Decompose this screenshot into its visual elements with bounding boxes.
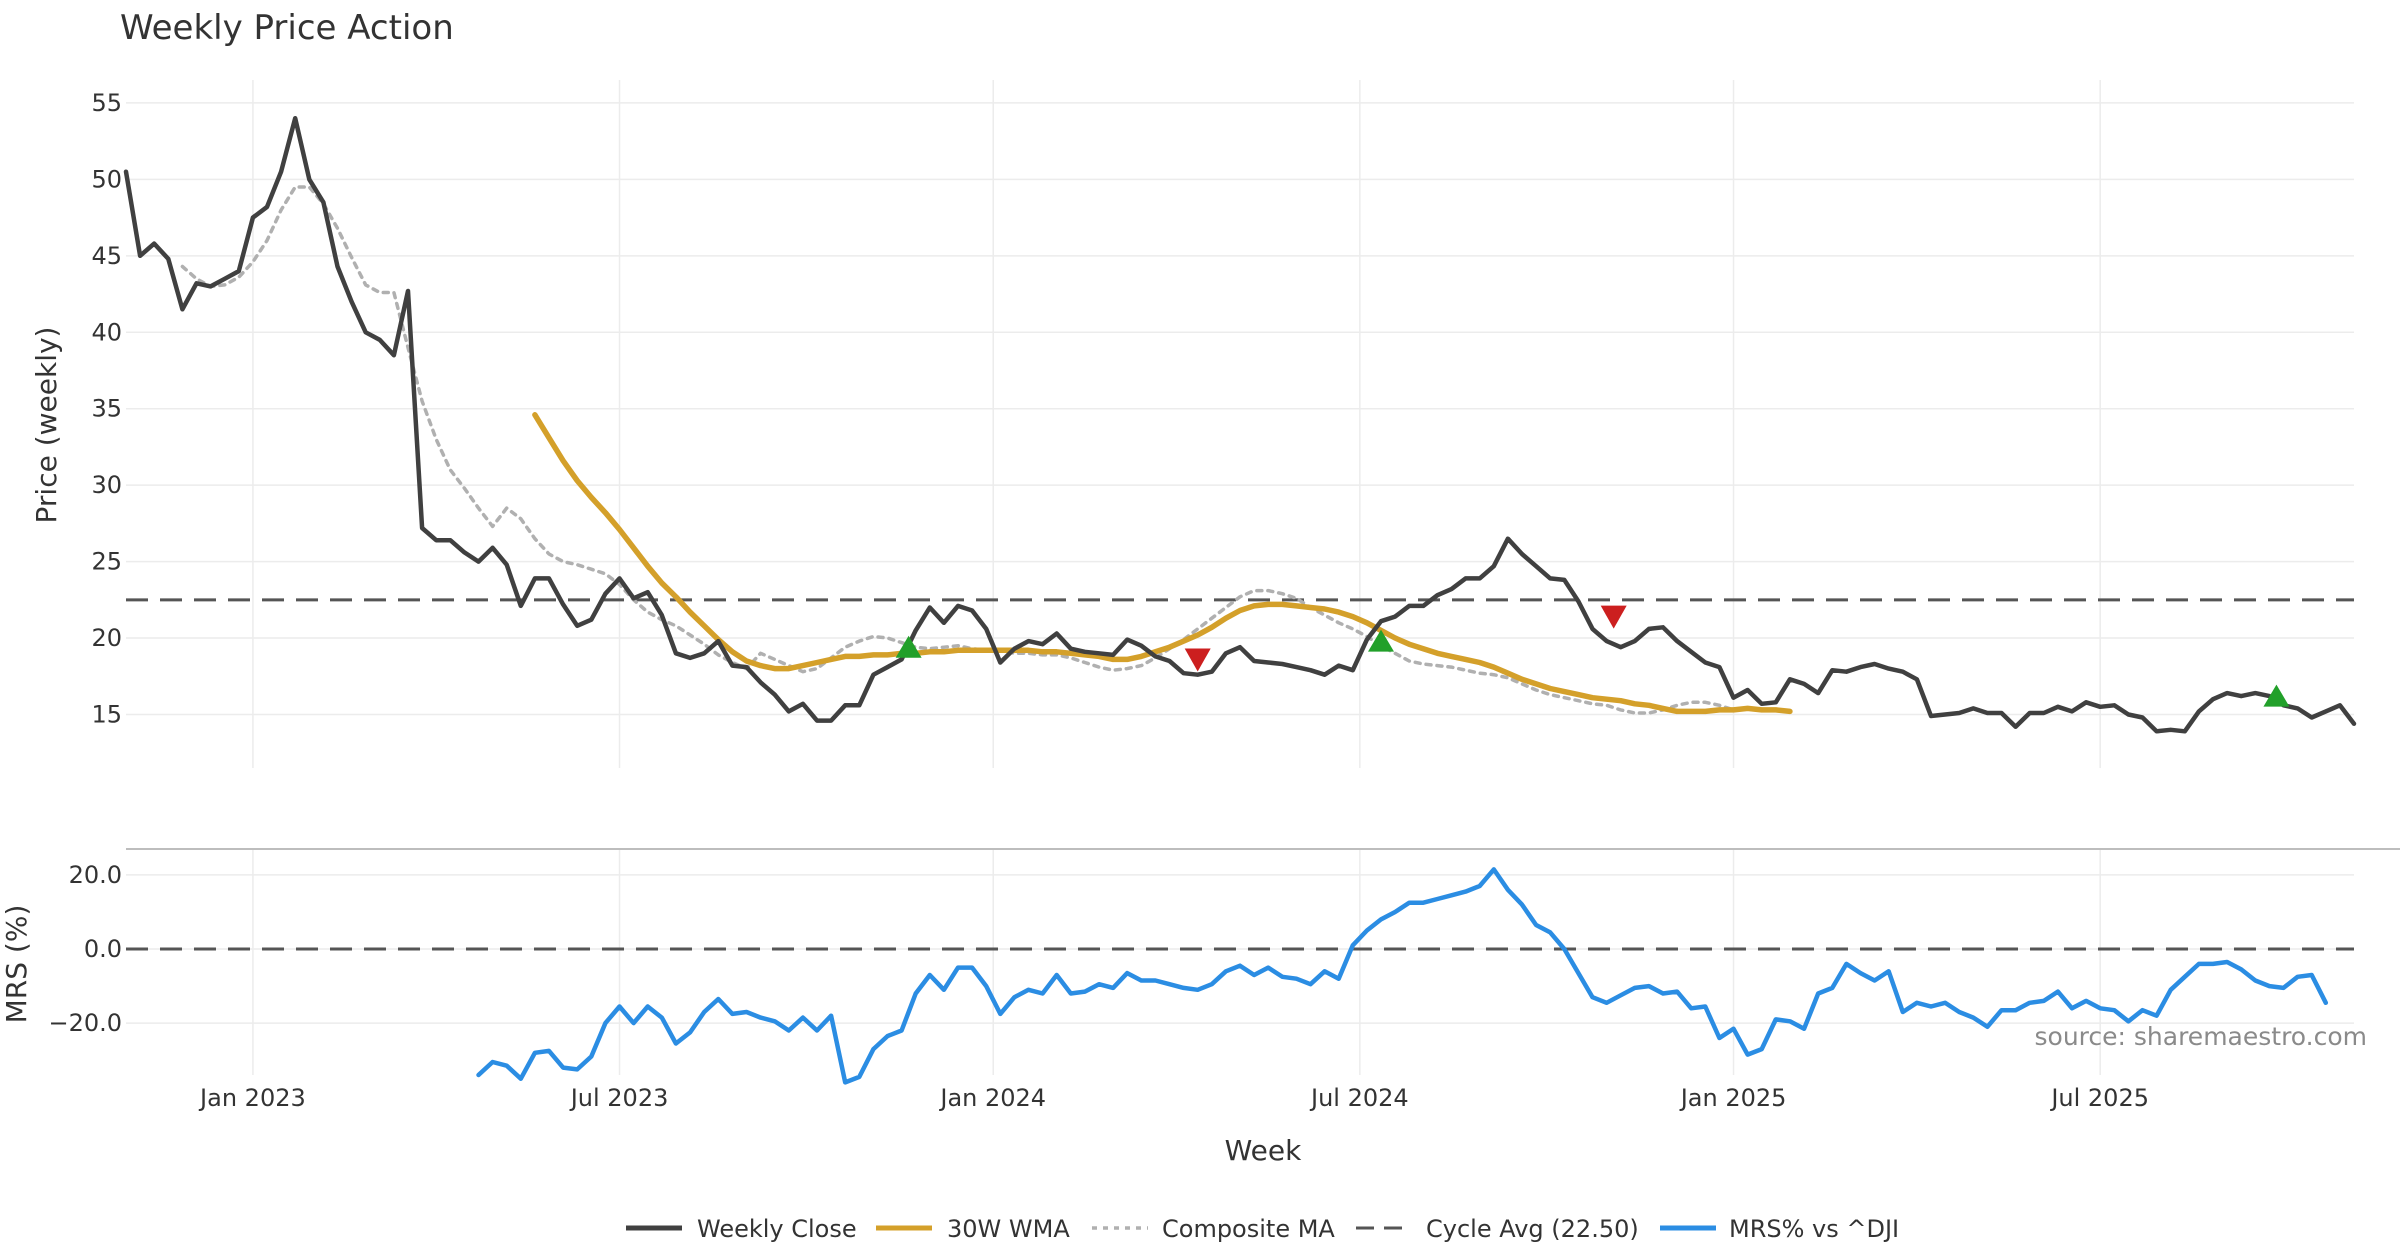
- series-layer: [123, 115, 2357, 1085]
- y-tick-label: 35: [91, 395, 122, 423]
- chart-title: Weekly Price Action: [120, 8, 454, 48]
- lower-y-axis: −20.0 0.0 20.0: [48, 861, 122, 1037]
- series-weekly-close: [123, 115, 2357, 734]
- upper-y-axis: 15 20 25 30 35 40 45 50 55: [91, 89, 122, 729]
- y-tick-label-lower: −20.0: [48, 1009, 122, 1037]
- x-tick-label: Jan 2024: [938, 1084, 1046, 1112]
- y-tick-label: 45: [91, 242, 122, 270]
- source-note: source: sharemaestro.com: [2035, 1022, 2368, 1051]
- series-composite-ma: [180, 185, 1736, 715]
- legend-label-1: 30W WMA: [947, 1215, 1070, 1243]
- y-axis-label-lower: MRS (%): [0, 905, 33, 1024]
- y-tick-label: 15: [91, 700, 122, 728]
- x-tick-label: Jan 2023: [198, 1084, 306, 1112]
- y-tick-label-lower: 20.0: [69, 861, 122, 889]
- x-axis: Jan 2023 Jul 2023 Jan 2024 Jul 2024 Jan 2025…: [198, 1084, 2149, 1112]
- buy-signal-marker-2: [1368, 629, 1395, 652]
- x-axis-label: Week: [1225, 1134, 1302, 1167]
- x-tick-label: Jul 2025: [2049, 1084, 2149, 1112]
- x-tick-label: Jan 2025: [1679, 1084, 1787, 1112]
- grid: [126, 80, 2354, 1075]
- y-tick-label: 55: [91, 89, 122, 117]
- x-tick-label: Jul 2023: [569, 1084, 669, 1112]
- y-tick-label: 20: [91, 624, 122, 652]
- x-tick-label: Jul 2024: [1309, 1084, 1409, 1112]
- y-tick-label-lower: 0.0: [84, 935, 122, 963]
- legend-label-2: Composite MA: [1162, 1215, 1335, 1243]
- sell-signal-marker-3: [1600, 605, 1627, 629]
- buy-signal-marker-4: [2263, 684, 2290, 707]
- series-mrs-vs-dji: [476, 867, 2329, 1085]
- legend-label-3: Cycle Avg (22.50): [1426, 1215, 1639, 1243]
- buy-signal-marker-0: [895, 635, 922, 658]
- y-tick-label: 40: [91, 318, 122, 346]
- legend: Weekly Close 30W WMA Composite MA Cycle Avg…: [626, 1215, 1899, 1243]
- series-30w-wma: [532, 412, 1793, 715]
- legend-label-0: Weekly Close: [697, 1215, 857, 1243]
- legend-label-4: MRS% vs ^DJI: [1729, 1215, 1899, 1243]
- y-tick-label: 25: [91, 548, 122, 576]
- signal-layer: [895, 605, 2290, 707]
- y-tick-label: 50: [91, 165, 122, 193]
- y-axis-label: Price (weekly): [30, 327, 63, 524]
- sell-signal-marker-1: [1184, 648, 1211, 672]
- y-tick-label: 30: [91, 471, 122, 499]
